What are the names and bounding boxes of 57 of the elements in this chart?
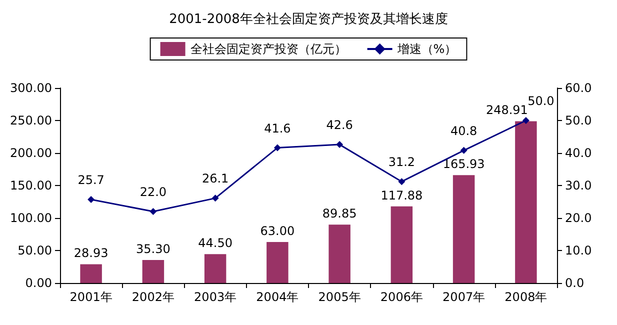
bar: [204, 254, 226, 283]
y-tick-label: 250.00: [10, 114, 52, 128]
point: [150, 208, 157, 215]
data-label: 165.93: [442, 157, 485, 172]
point: [460, 146, 468, 154]
legend-label: 增速（%）: [396, 42, 457, 56]
data-label: 63.00: [260, 224, 295, 238]
y-tick-label: 150.00: [10, 178, 52, 192]
bar: [328, 224, 350, 283]
point: [398, 178, 406, 186]
x-tick-label: 2002年: [132, 290, 174, 304]
bar: [390, 206, 413, 283]
point: [336, 141, 344, 148]
bar: [452, 175, 475, 283]
bar: [515, 121, 537, 283]
data-label: 40.8: [450, 124, 478, 138]
data-label: 26.1: [202, 172, 229, 186]
point: [212, 194, 219, 202]
data-label: 25.7: [78, 172, 104, 187]
data-label: 22.0: [140, 185, 167, 199]
y2-tick-label: 50.0: [565, 114, 592, 128]
y-tick-label: 50.00: [18, 244, 52, 258]
y2-tick-label: 60.0: [565, 81, 592, 95]
x-tick-label: 2003年: [194, 290, 237, 304]
point: [88, 196, 95, 203]
x-tick-label: 2007年: [442, 290, 486, 304]
y-tick-label: 100.00: [10, 211, 52, 225]
y-tick-label: 300.00: [10, 81, 52, 95]
y2-tick-label: 10.0: [565, 244, 592, 258]
data-label: 28.93: [74, 246, 108, 260]
x-tick-label: 2004年: [256, 290, 299, 304]
x-tick-label: 2005年: [318, 290, 361, 304]
data-label: 89.85: [322, 206, 357, 221]
data-label: 50.0: [528, 94, 554, 108]
data-label: 31.2: [388, 155, 416, 170]
y-tick-label: 200.00: [10, 146, 52, 160]
data-label: 35.30: [136, 242, 170, 256]
y-tick-label: 0.00: [25, 276, 52, 290]
data-label: 42.6: [326, 118, 353, 132]
x-tick-label: 2006年: [380, 290, 423, 304]
data-label: 44.50: [198, 236, 232, 250]
bar: [266, 242, 288, 283]
y2-tick-label: 20.0: [565, 211, 592, 225]
data-label: 41.6: [264, 121, 291, 136]
bar: [142, 260, 164, 283]
chart-title: 2001-2008年全社会固定资产投资及其增长速度: [169, 11, 448, 27]
point: [522, 117, 530, 124]
x-tick-label: 2008年: [504, 290, 548, 304]
data-label: 248.91: [486, 103, 528, 118]
y2-tick-label: 40.0: [565, 146, 592, 160]
y2-tick-label: 30.0: [565, 178, 592, 192]
x-tick-label: 2001年: [70, 290, 112, 304]
legend-label: 全社会固定资产投资（亿元）: [190, 42, 346, 56]
point: [274, 144, 281, 152]
data-label: 117.88: [380, 188, 423, 202]
y2-tick-label: 0.0: [565, 276, 584, 290]
bar: [80, 264, 102, 283]
